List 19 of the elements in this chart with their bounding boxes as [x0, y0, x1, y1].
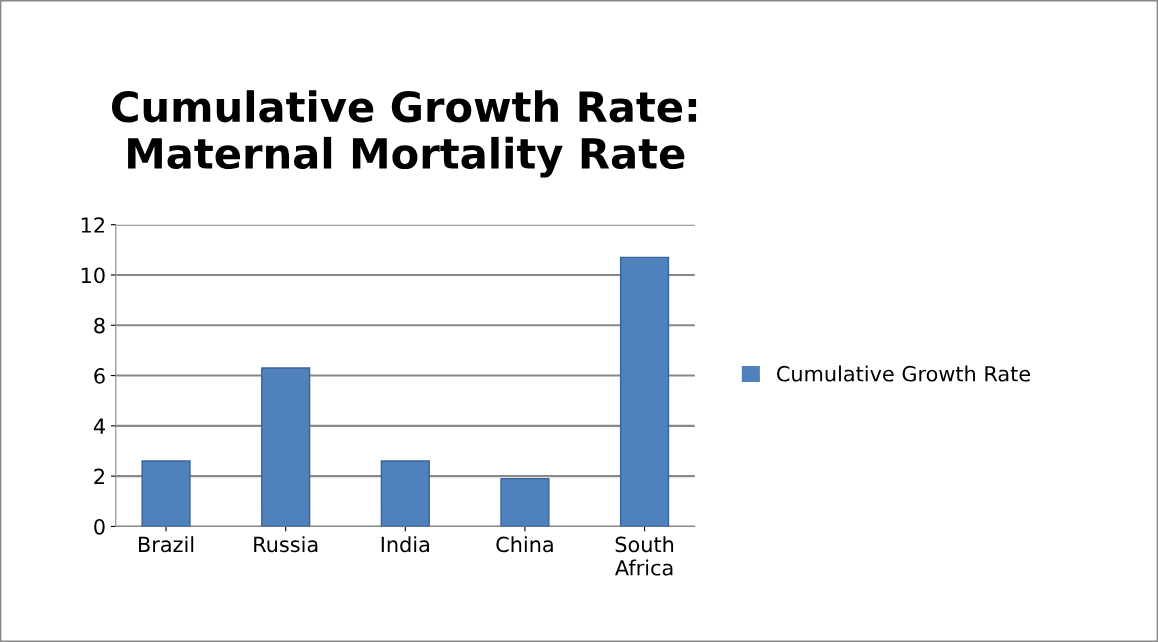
y-tick-label: 10 [81, 267, 105, 284]
legend-label: Cumulative Growth Rate [777, 365, 1031, 382]
y-tick-label: 8 [94, 317, 105, 334]
x-tick-label: Brazil [139, 536, 194, 553]
y-tick-label: 2 [94, 468, 104, 485]
x-tick-label: South Africa [615, 536, 674, 576]
bar [380, 460, 430, 527]
bar [619, 256, 670, 527]
bar [261, 367, 311, 527]
y-tick-label: 0 [94, 518, 105, 535]
y-tick-label: 4 [93, 418, 105, 434]
x-tick-label: China [496, 536, 553, 553]
x-tick-label: Russia [254, 536, 318, 553]
x-tick-label: India [381, 536, 429, 553]
y-tick-label: 12 [81, 217, 104, 233]
bar [500, 477, 550, 527]
y-tick-label: 6 [94, 368, 105, 384]
bar [141, 460, 191, 527]
chart-title: Cumulative Growth Rate: Maternal Mortality Rate [111, 90, 697, 178]
